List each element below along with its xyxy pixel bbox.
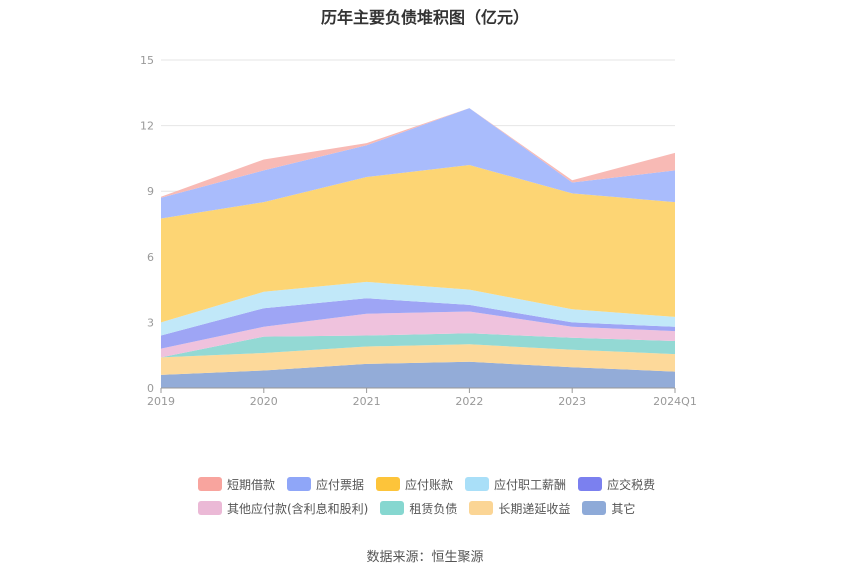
x-tick-label: 2020 (250, 395, 278, 408)
stacked-areas (161, 108, 675, 388)
legend-swatch (465, 477, 490, 491)
area-series-3 (161, 311, 675, 358)
legend-item-taxes-payable[interactable]: 应交税费 (578, 476, 655, 493)
y-tick-label: 6 (147, 251, 154, 264)
y-tick-label: 12 (140, 120, 154, 133)
x-tick-label: 2023 (558, 395, 586, 408)
legend-swatch (198, 477, 222, 491)
area-series-8 (161, 108, 675, 198)
x-tick-label: 2021 (353, 395, 381, 408)
legend-item-short-term-loans[interactable]: 短期借款 (198, 476, 275, 493)
legend-item-other-payables[interactable]: 其他应付款(含利息和股利) (198, 500, 368, 517)
legend-swatch (380, 501, 405, 515)
area-series-4 (161, 298, 675, 349)
y-tick-label: 0 (147, 382, 154, 395)
legend-label: 其他应付款(含利息和股利) (227, 501, 369, 516)
area-series-5 (161, 281, 675, 336)
legend-item-lease-liabilities[interactable]: 租赁负债 (380, 500, 457, 517)
y-tick-label: 15 (140, 54, 154, 67)
legend-swatch (578, 477, 603, 491)
legend-swatch (198, 501, 222, 515)
x-tick-label: 2022 (455, 395, 483, 408)
legend-label: 应付账款 (405, 477, 454, 492)
legend-row-1: 短期借款 应付票据 应付账款 应付职工薪酬 应交税费 (198, 472, 668, 496)
legend-item-other[interactable]: 其它 (582, 500, 635, 517)
legend-item-notes-payable[interactable]: 应付票据 (287, 476, 364, 493)
legend: 短期借款 应付票据 应付账款 应付职工薪酬 应交税费 其他应付款(含利息和股利)… (198, 472, 668, 520)
legend-swatch (287, 477, 312, 491)
area-series-1 (161, 344, 675, 375)
chart-title: 历年主要负债堆积图（亿元） (320, 8, 529, 27)
area-series-0 (161, 361, 675, 388)
x-tick-label: 2019 (147, 395, 175, 408)
area-series-2 (161, 333, 675, 358)
legend-label: 应付职工薪酬 (494, 477, 567, 492)
legend-label: 应付票据 (316, 477, 365, 492)
legend-item-deferred-income[interactable]: 长期递延收益 (469, 500, 570, 517)
x-tick-label: 2024Q1 (653, 395, 697, 408)
legend-label: 长期递延收益 (498, 501, 571, 516)
legend-swatch (469, 501, 494, 515)
legend-swatch (582, 501, 607, 515)
legend-row-2: 其他应付款(含利息和股利) 租赁负债 长期递延收益 其它 (198, 496, 668, 520)
legend-item-employee-pay[interactable]: 应付职工薪酬 (465, 476, 566, 493)
legend-item-accounts-payable[interactable]: 应付账款 (376, 476, 453, 493)
legend-label: 应交税费 (607, 477, 656, 492)
area-series-6 (161, 165, 675, 323)
legend-label: 短期借款 (227, 477, 276, 492)
legend-swatch (376, 477, 401, 491)
y-tick-label: 9 (147, 185, 154, 198)
axes: 0 3 6 9 12 15 2019 2020 2021 2022 2023 2024Q1 (140, 54, 697, 408)
legend-label: 租赁负债 (409, 501, 458, 516)
source-note: 数据来源：恒生聚源 (366, 550, 484, 565)
legend-label: 其它 (611, 501, 636, 516)
area-series-7 (161, 108, 675, 219)
y-tick-label: 3 (147, 316, 154, 329)
